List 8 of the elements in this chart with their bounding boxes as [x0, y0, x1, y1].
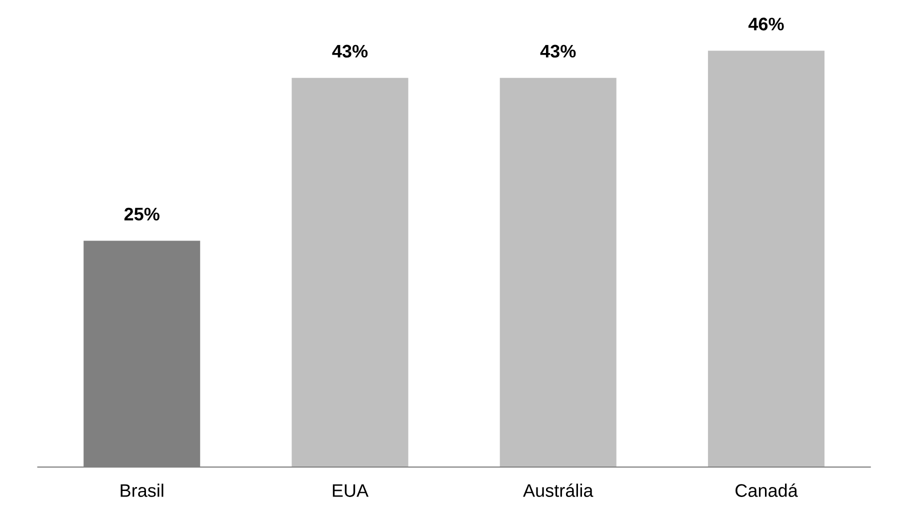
data-label: 43% [332, 44, 368, 58]
x-tick-label: Austrália [523, 483, 594, 497]
data-label: 46% [748, 18, 784, 30]
x-tick-label: Brasil [120, 484, 164, 497]
data-label: 43% [540, 44, 576, 58]
data-label: 25% [124, 208, 160, 221]
x-tick-label: Canadá [736, 483, 798, 497]
x-tick-label: EUA [332, 484, 369, 497]
